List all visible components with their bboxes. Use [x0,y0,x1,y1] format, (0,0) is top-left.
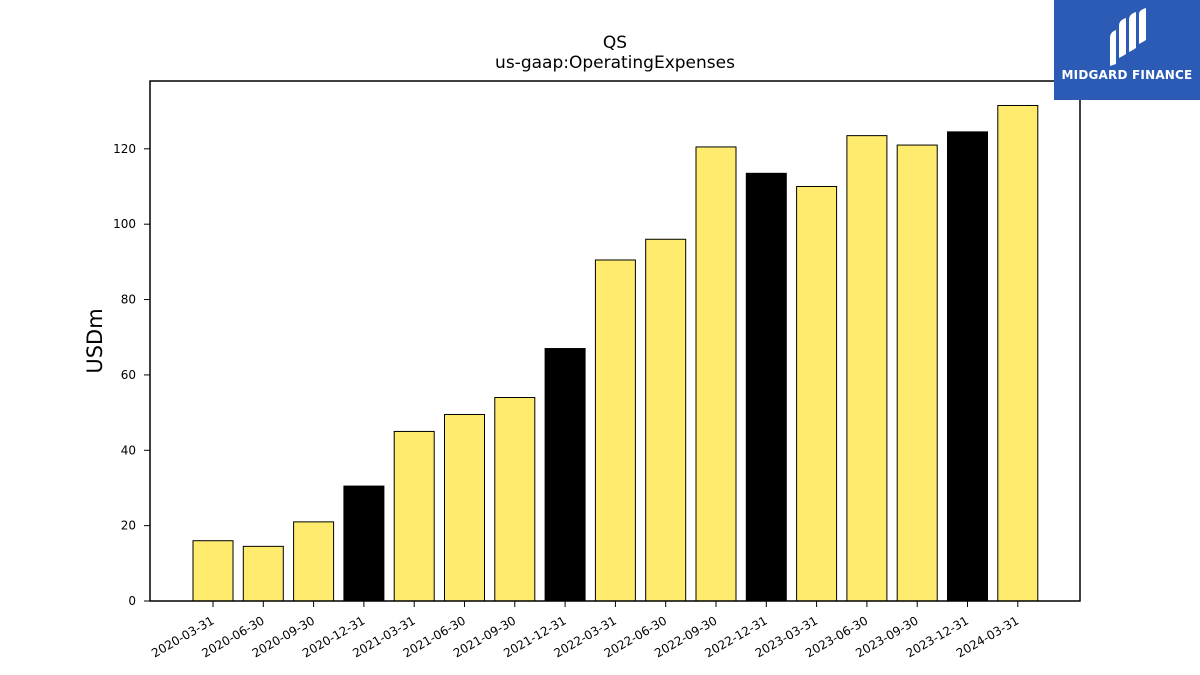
bar-2021-06-30 [444,413,485,602]
bar-2020-12-31 [343,485,385,602]
y-tick-label: 80 [121,293,136,307]
x-ticks-group: 2020-03-312020-06-302020-09-302020-12-31… [149,601,1021,660]
bar-2021-12-31 [544,348,586,602]
y-tick-label: 20 [121,519,136,533]
bar-2024-03-31 [997,104,1039,602]
bar-2021-09-30 [494,397,536,602]
bar-2020-03-31 [192,540,234,602]
bar-2023-06-30 [846,135,888,602]
bar-2022-03-31 [594,259,636,602]
y-tick-label: 100 [113,217,136,231]
plot-frame [149,80,1081,602]
logo-mark-icon [1110,8,1146,66]
y-tick-label: 0 [128,594,136,608]
bar-2022-12-31 [745,172,787,602]
y-tick-label: 120 [113,142,136,156]
bar-2020-06-30 [242,545,284,602]
y-tick-label: 60 [121,368,136,382]
chart-title: QS [603,33,627,53]
y-axis-label: USDm [83,308,107,373]
y-ticks-group: 0 20 40 60 80 100 120 [113,142,150,608]
bar-2022-06-30 [645,238,687,602]
bar-2023-09-30 [896,144,938,602]
bar-2020-09-30 [293,521,335,602]
bar-2021-03-31 [393,430,435,602]
bar-2023-12-31 [947,131,988,602]
bar-2023-03-31 [796,186,838,602]
chart-subtitle: us-gaap:OperatingExpenses [495,53,735,73]
brand-logo: MIDGARD FINANCE [1054,0,1200,100]
brand-name: MIDGARD FINANCE [1061,68,1193,82]
bar-2022-09-30 [695,146,737,602]
y-tick-label: 40 [121,443,136,457]
bars-group [192,104,1039,602]
